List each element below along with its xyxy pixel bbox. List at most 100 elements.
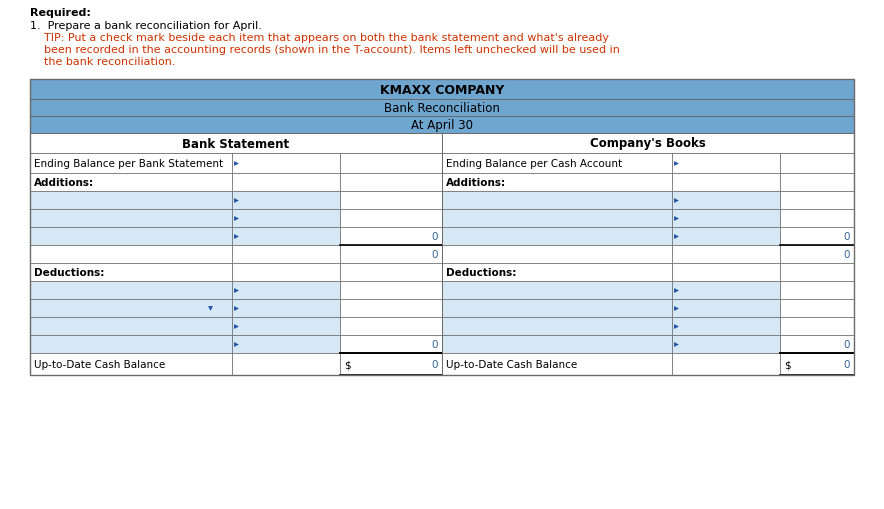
Bar	[672, 154, 780, 174]
Text: Additions:: Additions:	[446, 178, 507, 188]
Bar	[30, 228, 232, 245]
Bar	[30, 80, 854, 375]
Bar	[340, 353, 442, 375]
Bar	[780, 191, 854, 210]
Text: Up-to-Date Cash Balance: Up-to-Date Cash Balance	[34, 359, 165, 369]
Bar	[780, 299, 854, 318]
Bar	[340, 210, 442, 228]
Bar	[780, 335, 854, 353]
Bar	[30, 335, 232, 353]
Bar	[442, 245, 672, 264]
Bar	[232, 335, 340, 353]
Text: Deductions:: Deductions:	[446, 267, 516, 277]
Text: Bank Reconciliation: Bank Reconciliation	[384, 102, 500, 115]
Bar	[672, 299, 780, 318]
Bar	[340, 318, 442, 335]
Text: At April 30: At April 30	[411, 119, 473, 132]
Bar	[780, 353, 854, 375]
Text: 0: 0	[431, 340, 438, 349]
Bar	[232, 174, 340, 191]
Bar	[672, 191, 780, 210]
Bar	[780, 154, 854, 174]
Text: 0: 0	[843, 249, 850, 260]
Bar	[672, 318, 780, 335]
Bar	[30, 264, 232, 281]
Bar	[232, 210, 340, 228]
Bar	[232, 318, 340, 335]
Bar	[780, 264, 854, 281]
Text: Bank Statement: Bank Statement	[182, 137, 290, 150]
Bar	[232, 191, 340, 210]
Text: 0: 0	[843, 340, 850, 349]
Text: $: $	[344, 359, 351, 369]
Bar	[672, 281, 780, 299]
Text: Ending Balance per Cash Account: Ending Balance per Cash Account	[446, 159, 622, 168]
Bar	[340, 335, 442, 353]
Bar	[780, 318, 854, 335]
Bar	[340, 228, 442, 245]
Text: Ending Balance per Bank Statement: Ending Balance per Bank Statement	[34, 159, 223, 168]
Text: $: $	[784, 359, 790, 369]
Text: been recorded in the accounting records (shown in the T-account). Items left unc: been recorded in the accounting records …	[30, 45, 620, 55]
Bar	[442, 353, 672, 375]
Bar	[232, 228, 340, 245]
Bar	[340, 281, 442, 299]
Bar	[30, 281, 232, 299]
Bar	[442, 299, 672, 318]
Bar	[442, 228, 672, 245]
Text: Up-to-Date Cash Balance: Up-to-Date Cash Balance	[446, 359, 577, 369]
Text: 0: 0	[843, 232, 850, 242]
Bar	[672, 210, 780, 228]
Bar	[30, 80, 854, 100]
Bar	[780, 281, 854, 299]
Bar	[232, 264, 340, 281]
Bar	[30, 154, 232, 174]
Bar	[442, 191, 672, 210]
Bar	[232, 281, 340, 299]
Bar	[672, 245, 780, 264]
Text: 0: 0	[431, 249, 438, 260]
Bar	[340, 154, 442, 174]
Bar	[232, 299, 340, 318]
Bar	[30, 117, 854, 134]
Bar	[232, 353, 340, 375]
Bar	[30, 353, 232, 375]
Bar	[672, 353, 780, 375]
Text: 0: 0	[431, 232, 438, 242]
Bar	[30, 318, 232, 335]
Bar	[780, 228, 854, 245]
Bar	[442, 335, 672, 353]
Bar	[672, 228, 780, 245]
Text: TIP: Put a check mark beside each item that appears on both the bank statement a: TIP: Put a check mark beside each item t…	[30, 33, 609, 43]
Bar	[442, 134, 854, 154]
Bar	[30, 191, 232, 210]
Bar	[780, 245, 854, 264]
Bar	[442, 281, 672, 299]
Text: Additions:: Additions:	[34, 178, 94, 188]
Text: Deductions:: Deductions:	[34, 267, 104, 277]
Bar	[672, 174, 780, 191]
Text: 1.  Prepare a bank reconciliation for April.: 1. Prepare a bank reconciliation for Apr…	[30, 21, 262, 31]
Bar	[232, 154, 340, 174]
Text: KMAXX COMPANY: KMAXX COMPANY	[380, 83, 504, 96]
Bar	[442, 318, 672, 335]
Bar	[672, 264, 780, 281]
Bar	[30, 174, 232, 191]
Bar	[442, 174, 672, 191]
Text: 0: 0	[431, 359, 438, 369]
Bar	[672, 335, 780, 353]
Text: Required:: Required:	[30, 8, 91, 18]
Bar	[442, 154, 672, 174]
Bar	[30, 210, 232, 228]
Bar	[442, 210, 672, 228]
Bar	[30, 245, 232, 264]
Text: Company's Books: Company's Books	[591, 137, 706, 150]
Bar	[340, 299, 442, 318]
Bar	[442, 264, 672, 281]
Bar	[780, 174, 854, 191]
Bar	[232, 245, 340, 264]
Text: the bank reconciliation.: the bank reconciliation.	[30, 57, 176, 67]
Text: 0: 0	[843, 359, 850, 369]
Bar	[340, 191, 442, 210]
Bar	[340, 245, 442, 264]
